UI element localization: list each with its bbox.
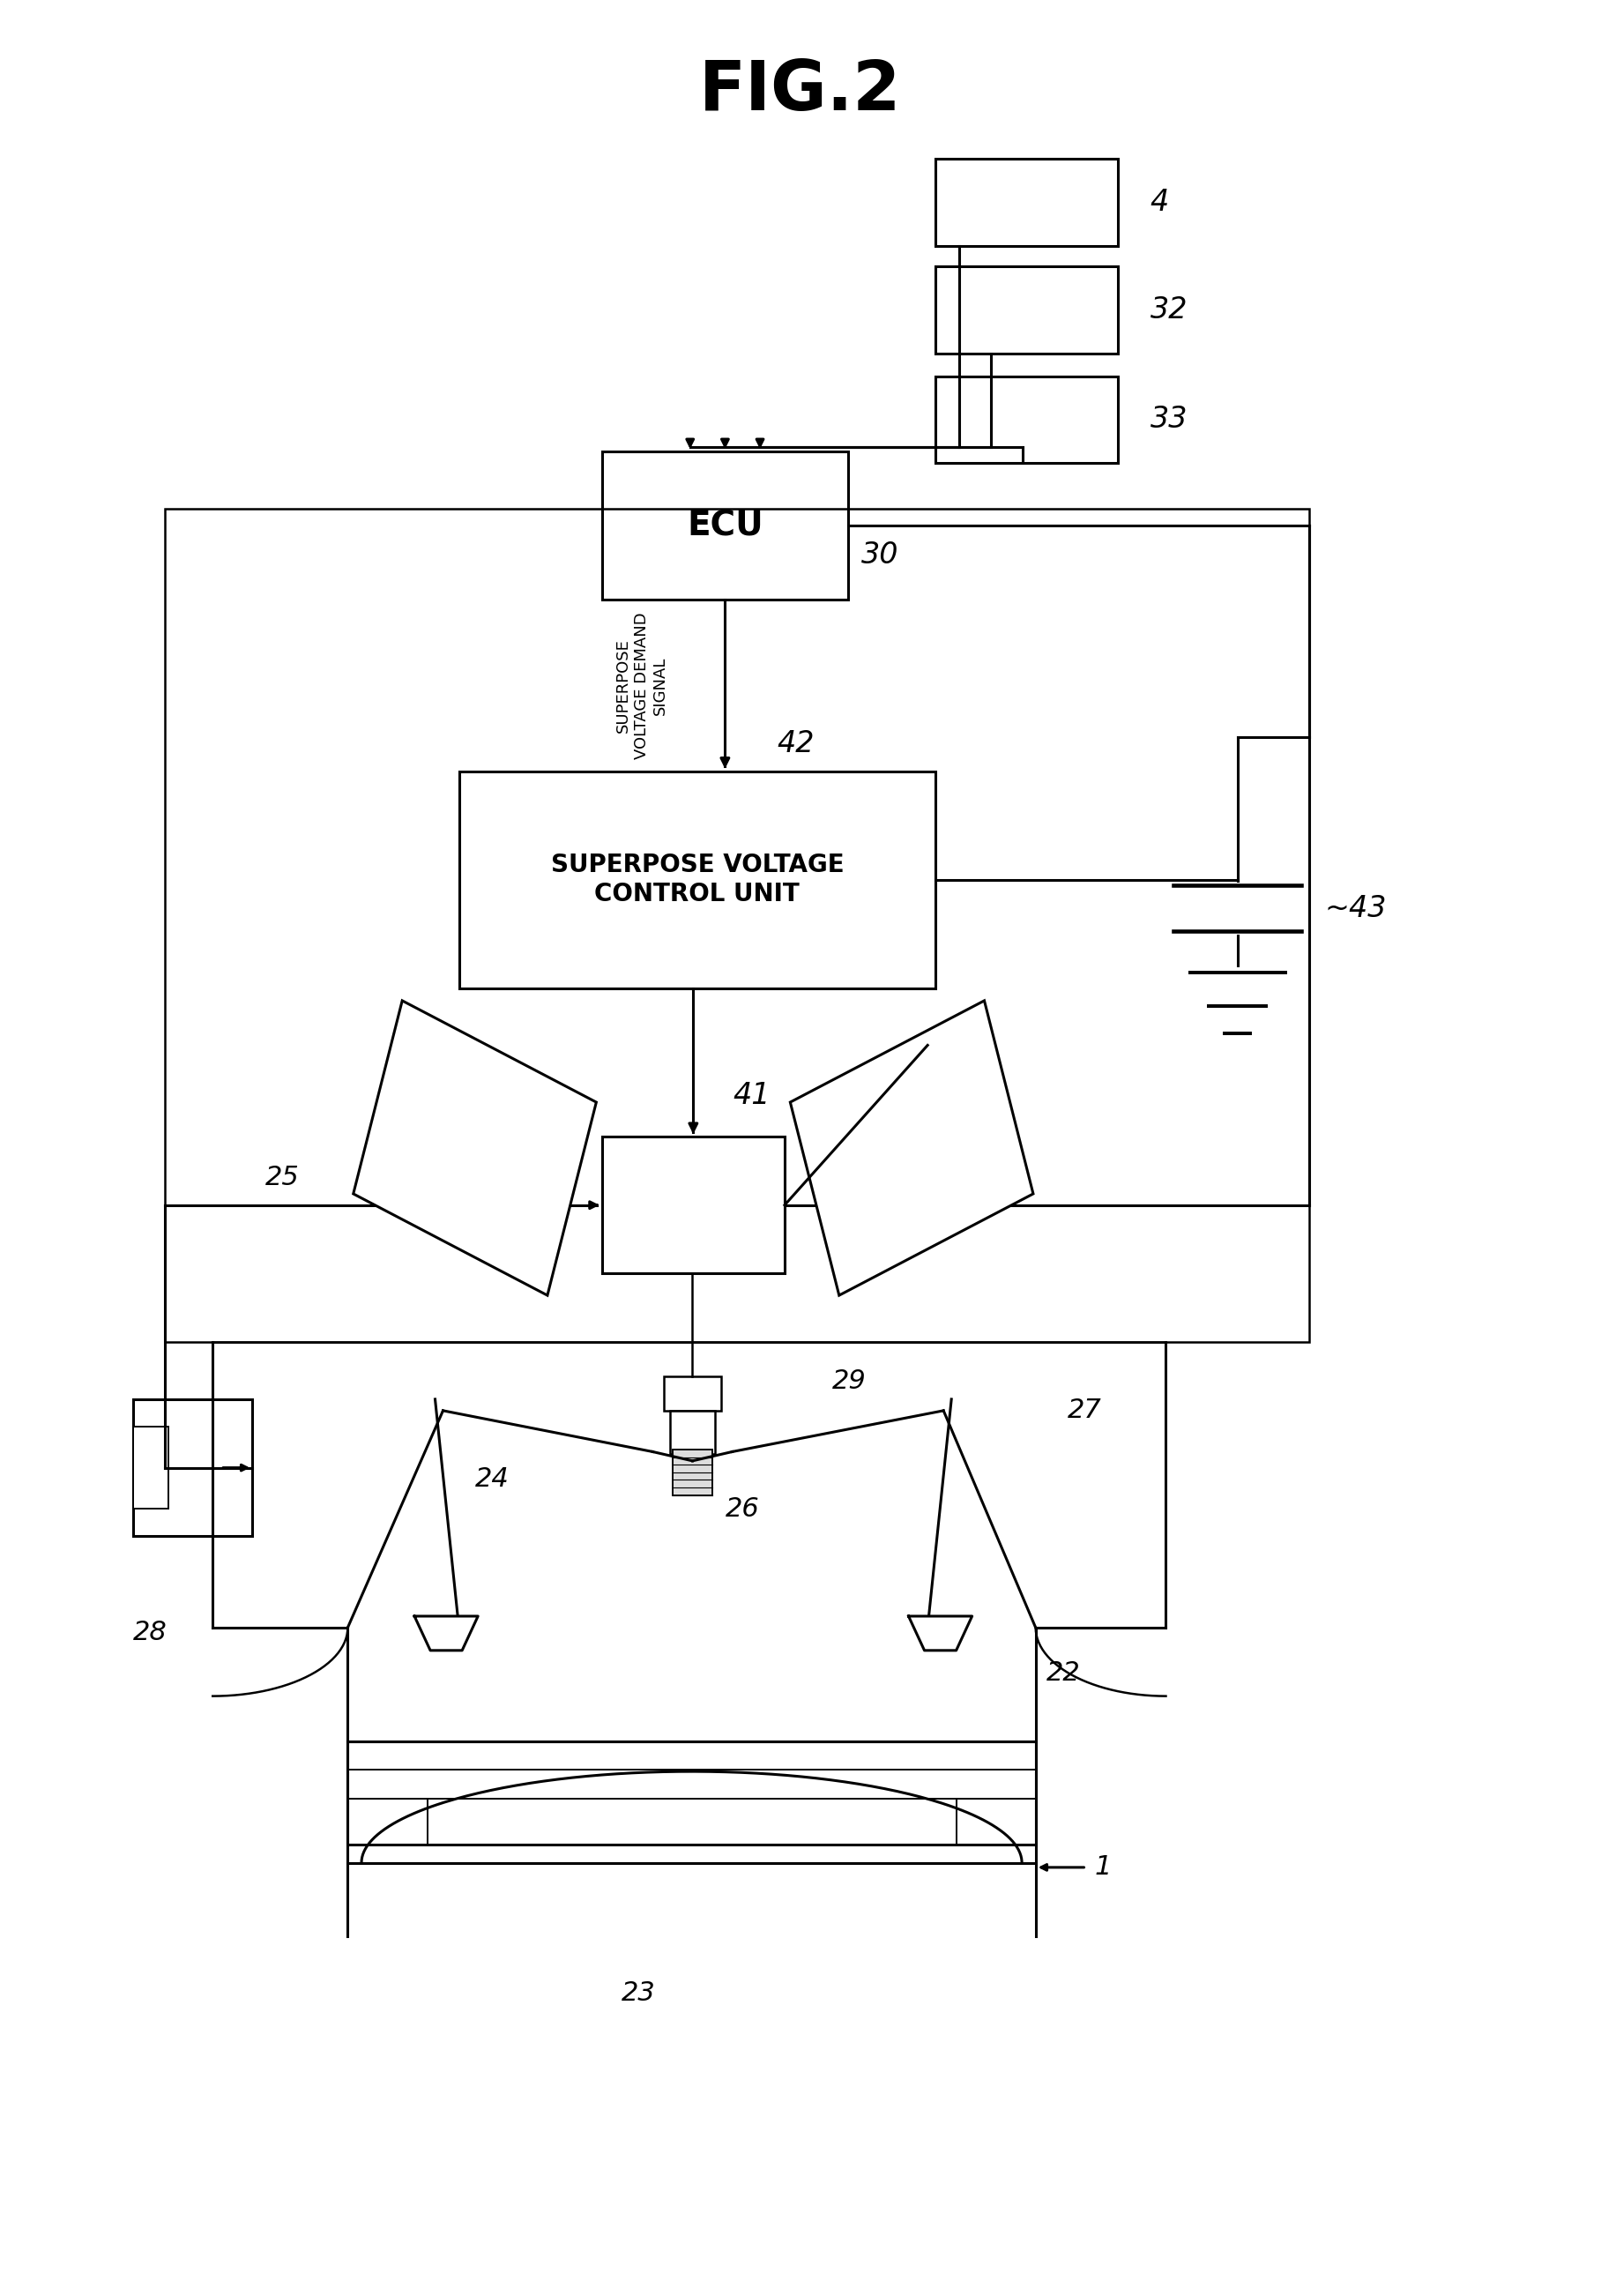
Text: 30: 30 [861,542,898,569]
Bar [347,1743,1036,1844]
Text: 33: 33 [1150,404,1188,434]
Text: 25: 25 [266,1164,299,1189]
Bar [935,158,1117,246]
Text: 24: 24 [475,1467,509,1492]
Bar [133,1398,253,1536]
Text: 32: 32 [1150,296,1188,324]
Polygon shape [415,1616,479,1651]
Bar [459,771,935,987]
Text: 29: 29 [833,1368,866,1394]
Bar [935,377,1117,464]
Text: SUPERPOSE
VOLTAGE DEMAND
SIGNAL: SUPERPOSE VOLTAGE DEMAND SIGNAL [615,613,668,760]
Text: 22: 22 [1047,1660,1081,1685]
Bar [672,1449,712,1495]
Text: 28: 28 [133,1619,168,1644]
Bar [133,1426,168,1508]
Bar [165,507,1310,1343]
Bar [669,1410,716,1453]
Text: 1: 1 [1095,1855,1111,1880]
Text: FIG.2: FIG.2 [700,57,901,124]
Polygon shape [908,1616,972,1651]
Text: ~43: ~43 [1324,893,1386,923]
Text: 42: 42 [776,730,815,758]
Bar [664,1375,720,1410]
Text: SUPERPOSE VOLTAGE
CONTROL UNIT: SUPERPOSE VOLTAGE CONTROL UNIT [551,854,844,907]
Bar [935,266,1117,354]
Polygon shape [354,1001,596,1295]
Text: ECU: ECU [687,510,764,542]
Bar [602,1137,784,1274]
Text: 26: 26 [725,1497,760,1522]
Bar [602,452,849,599]
Text: 4: 4 [1150,188,1169,218]
Polygon shape [791,1001,1033,1295]
Text: 27: 27 [1068,1398,1101,1424]
Text: 23: 23 [621,1979,655,2007]
Text: 41: 41 [733,1081,770,1109]
